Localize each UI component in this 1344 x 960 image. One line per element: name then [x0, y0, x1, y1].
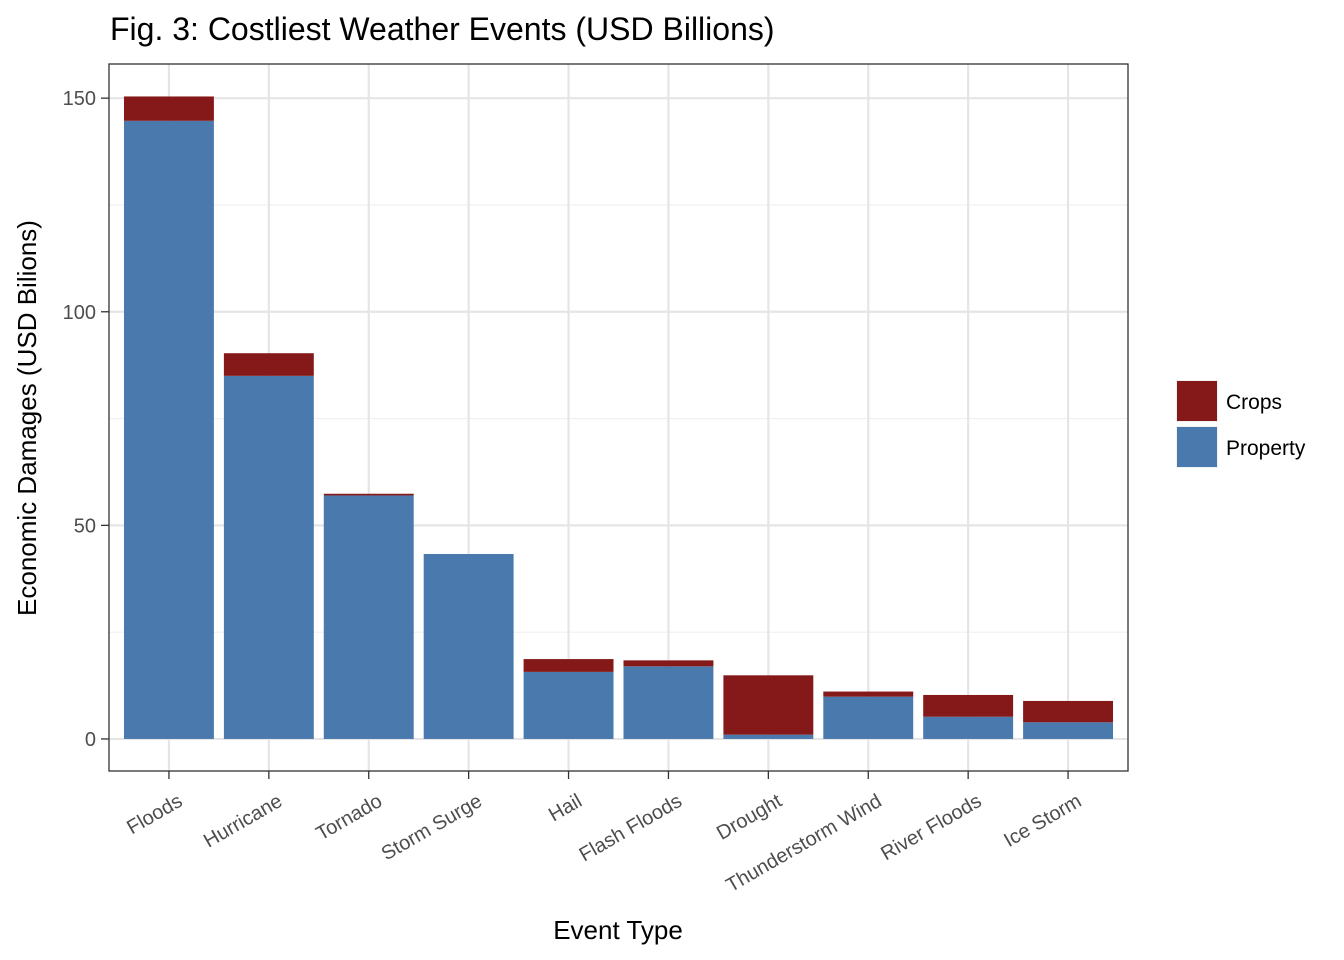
bar-crops [723, 675, 814, 735]
y-tick-label: 0 [85, 729, 96, 751]
plot-panel [108, 63, 1129, 772]
x-tick-label: Drought [713, 790, 786, 845]
bar-crops [323, 493, 414, 496]
legend-key-property [1177, 427, 1217, 467]
bar-crops [123, 96, 214, 121]
bar-property [623, 666, 714, 739]
bar-property [823, 696, 914, 739]
x-tick-label: Flash Floods [576, 790, 686, 866]
bar-crops [623, 660, 714, 667]
bar-property [123, 120, 214, 739]
x-tick-label: Storm Surge [378, 790, 486, 865]
legend-label-property: Property [1226, 437, 1306, 460]
y-axis: 0 50 100 150 [63, 88, 109, 751]
y-tick-label: 150 [63, 88, 96, 110]
bar-property [523, 671, 614, 739]
bar-crops [523, 659, 614, 672]
x-tick-label: Hail [545, 790, 586, 826]
x-tick-label: River Floods [877, 790, 985, 865]
x-tick-label: Hurricane [200, 790, 286, 852]
legend-key-crops [1177, 381, 1217, 421]
bar-property [923, 716, 1014, 739]
y-axis-title: Economic Damages (USD Bilions) [12, 220, 42, 616]
bar-crops [223, 353, 314, 376]
bar-crops [923, 694, 1014, 717]
x-tick-label: Ice Storm [1000, 790, 1085, 852]
bar-crops [823, 691, 914, 697]
legend-label-crops: Crops [1226, 391, 1282, 414]
bar-property [1023, 722, 1114, 739]
bar-property [423, 553, 514, 739]
bar-property [323, 495, 414, 739]
legend: Crops Property [1176, 380, 1306, 468]
y-tick-label: 50 [74, 515, 96, 537]
bar-property [723, 734, 814, 739]
bar-property [223, 375, 314, 739]
chart-title: Fig. 3: Costliest Weather Events (USD Bi… [110, 11, 775, 47]
bars [123, 96, 1114, 739]
x-axis-title: Event Type [553, 915, 683, 945]
y-tick-label: 100 [63, 302, 96, 324]
x-tick-label: Floods [123, 790, 186, 839]
plot-border [108, 63, 1129, 772]
x-tick-label: Tornado [312, 790, 386, 845]
bar-crops [1023, 700, 1114, 723]
